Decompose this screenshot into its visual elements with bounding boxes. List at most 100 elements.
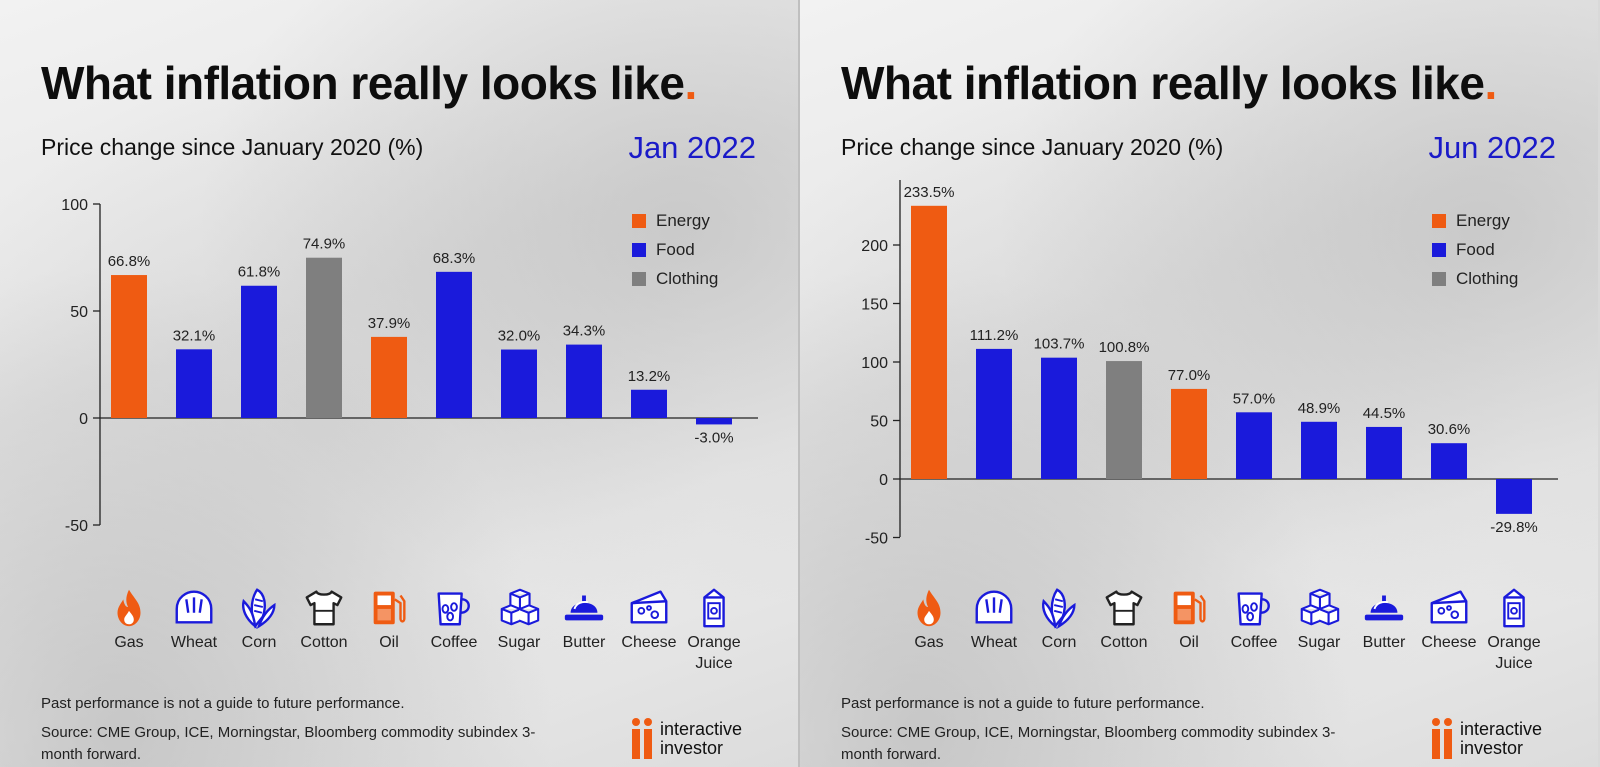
commodity-label: Coffee <box>1230 634 1278 651</box>
legend-label: Energy <box>656 210 710 230</box>
commodity-cotton: Cotton <box>289 584 359 653</box>
bar-data-label: -3.0% <box>694 429 733 446</box>
bar-butter <box>566 344 602 418</box>
tshirt-icon <box>305 590 343 626</box>
commodity-label: Coffee <box>430 634 478 651</box>
commodity-label: Wheat <box>170 634 218 651</box>
commodity-label: Butter <box>1362 634 1406 651</box>
coffee-cup-icon <box>1237 592 1270 626</box>
bar-data-label: 37.9% <box>368 315 411 332</box>
cheese-icon <box>1430 590 1468 624</box>
legend-label: Clothing <box>656 268 719 288</box>
infographic-panel-left: What inflation really looks like. Price … <box>0 0 798 767</box>
commodity-label: Sugar <box>497 634 541 651</box>
legend-item: Clothing <box>632 264 718 293</box>
bar-oil <box>1171 388 1207 479</box>
commodity-label: Corn <box>241 634 277 651</box>
bar-cheese <box>631 389 667 418</box>
y-tick-label: 100 <box>861 355 888 372</box>
commodity-orange-juice: Orange Juice <box>679 584 749 674</box>
commodity-label: Oil <box>1179 634 1199 651</box>
bar-wheat <box>176 349 212 418</box>
chart-legend: Energy Food Clothing <box>1432 206 1518 293</box>
bar-chart: 200 150 100 50 0 -50 233.5% 111.2% 103.7% 100.8% 7… <box>861 180 1558 548</box>
bar-corn <box>1041 357 1077 479</box>
commodity-wheat: Wheat <box>159 584 229 653</box>
bar-cotton <box>306 257 342 418</box>
panel-divider <box>798 0 800 767</box>
brand-logo: interactive investor <box>630 717 742 761</box>
commodity-wheat: Wheat <box>959 584 1029 653</box>
bar-cheese <box>1431 443 1467 479</box>
butter-dish-icon <box>1364 595 1404 621</box>
brand-name-line2: investor <box>1460 738 1524 758</box>
bar-coffee <box>1236 412 1272 479</box>
commodity-label: Sugar <box>1297 634 1341 651</box>
y-tick-label: 0 <box>79 411 88 428</box>
y-tick-label: -50 <box>865 531 888 548</box>
cheese-icon <box>630 590 668 624</box>
commodity-label: Orange Juice <box>1487 634 1541 672</box>
brand-logo: interactive investor <box>1430 717 1542 761</box>
y-tick-label: 0 <box>879 472 888 489</box>
bar-orange-juice <box>1496 479 1532 514</box>
sugar-cubes-icon <box>1300 588 1340 626</box>
source-note: Source: CME Group, ICE, Morningstar, Blo… <box>841 724 1336 763</box>
chart-legend: Energy Food Clothing <box>632 206 718 293</box>
bar-data-label: 61.8% <box>238 264 281 281</box>
bar-cotton <box>1106 361 1142 479</box>
page-title: What inflation really looks like. <box>841 57 1497 109</box>
commodity-gas: Gas <box>94 584 164 653</box>
chart-subtitle: Price change since January 2020 (%) <box>841 134 1224 160</box>
bar-data-label: 66.8% <box>108 253 151 270</box>
commodity-label: Gas <box>114 634 144 651</box>
bar-data-label: 34.3% <box>563 323 606 340</box>
commodity-cheese: Cheese <box>614 584 684 653</box>
bar-data-label: 44.5% <box>1363 405 1406 422</box>
y-tick-label: 200 <box>861 238 888 255</box>
infographic-panel-right: What inflation really looks like. Price … <box>800 0 1598 767</box>
bar-chart: 100 50 0 -50 66.8% 32.1% 61.8% 74.9% 37.9% 68.3% 3… <box>61 197 758 535</box>
commodity-label: Oil <box>379 634 399 651</box>
commodity-gas: Gas <box>894 584 964 653</box>
bar-gas <box>111 275 147 418</box>
y-tick-label: 100 <box>61 197 88 214</box>
y-tick-label: 150 <box>861 297 888 314</box>
commodity-label: Wheat <box>970 634 1018 651</box>
legend-swatch <box>1432 271 1446 286</box>
bar-data-label: 32.1% <box>173 327 216 344</box>
commodity-label: Cotton <box>1100 634 1148 651</box>
bar-data-label: 57.0% <box>1233 390 1276 407</box>
commodity-corn: Corn <box>1024 584 1094 653</box>
bar-orange-juice <box>696 418 732 425</box>
legend-swatch <box>632 213 646 228</box>
bar-data-label: 74.9% <box>303 236 346 253</box>
legend-label: Clothing <box>1456 268 1519 288</box>
bar-sugar <box>1301 421 1337 479</box>
disclaimer-text: Past performance is not a guide to futur… <box>41 695 405 712</box>
commodity-cheese: Cheese <box>1414 584 1484 653</box>
commodity-butter: Butter <box>549 584 619 653</box>
bar-data-label: 103.7% <box>1034 336 1085 353</box>
title-dot: . <box>1484 57 1497 109</box>
bar-data-label: 100.8% <box>1099 339 1150 356</box>
legend-item: Food <box>632 235 718 264</box>
legend-label: Energy <box>1456 210 1510 230</box>
bar-wheat <box>976 348 1012 479</box>
commodity-icons-row: Gas Wheat Corn Cotton <box>0 584 798 674</box>
commodity-label: Cheese <box>1421 634 1477 651</box>
bread-icon <box>175 590 213 624</box>
bar-data-label: 111.2% <box>970 327 1019 344</box>
commodity-label: Cheese <box>621 634 677 651</box>
commodity-label: Butter <box>562 634 606 651</box>
chart-subtitle: Price change since January 2020 (%) <box>41 134 424 160</box>
disclaimer-text: Past performance is not a guide to futur… <box>841 695 1205 712</box>
commodity-oil: Oil <box>1154 584 1224 653</box>
period-label: Jun 2022 <box>1428 130 1556 165</box>
commodity-sugar: Sugar <box>1284 584 1354 653</box>
brand-name-line2: investor <box>660 738 724 758</box>
y-tick-label: 50 <box>70 304 88 321</box>
bar-data-label: 68.3% <box>433 250 476 267</box>
bar-data-label: 13.2% <box>628 368 671 385</box>
